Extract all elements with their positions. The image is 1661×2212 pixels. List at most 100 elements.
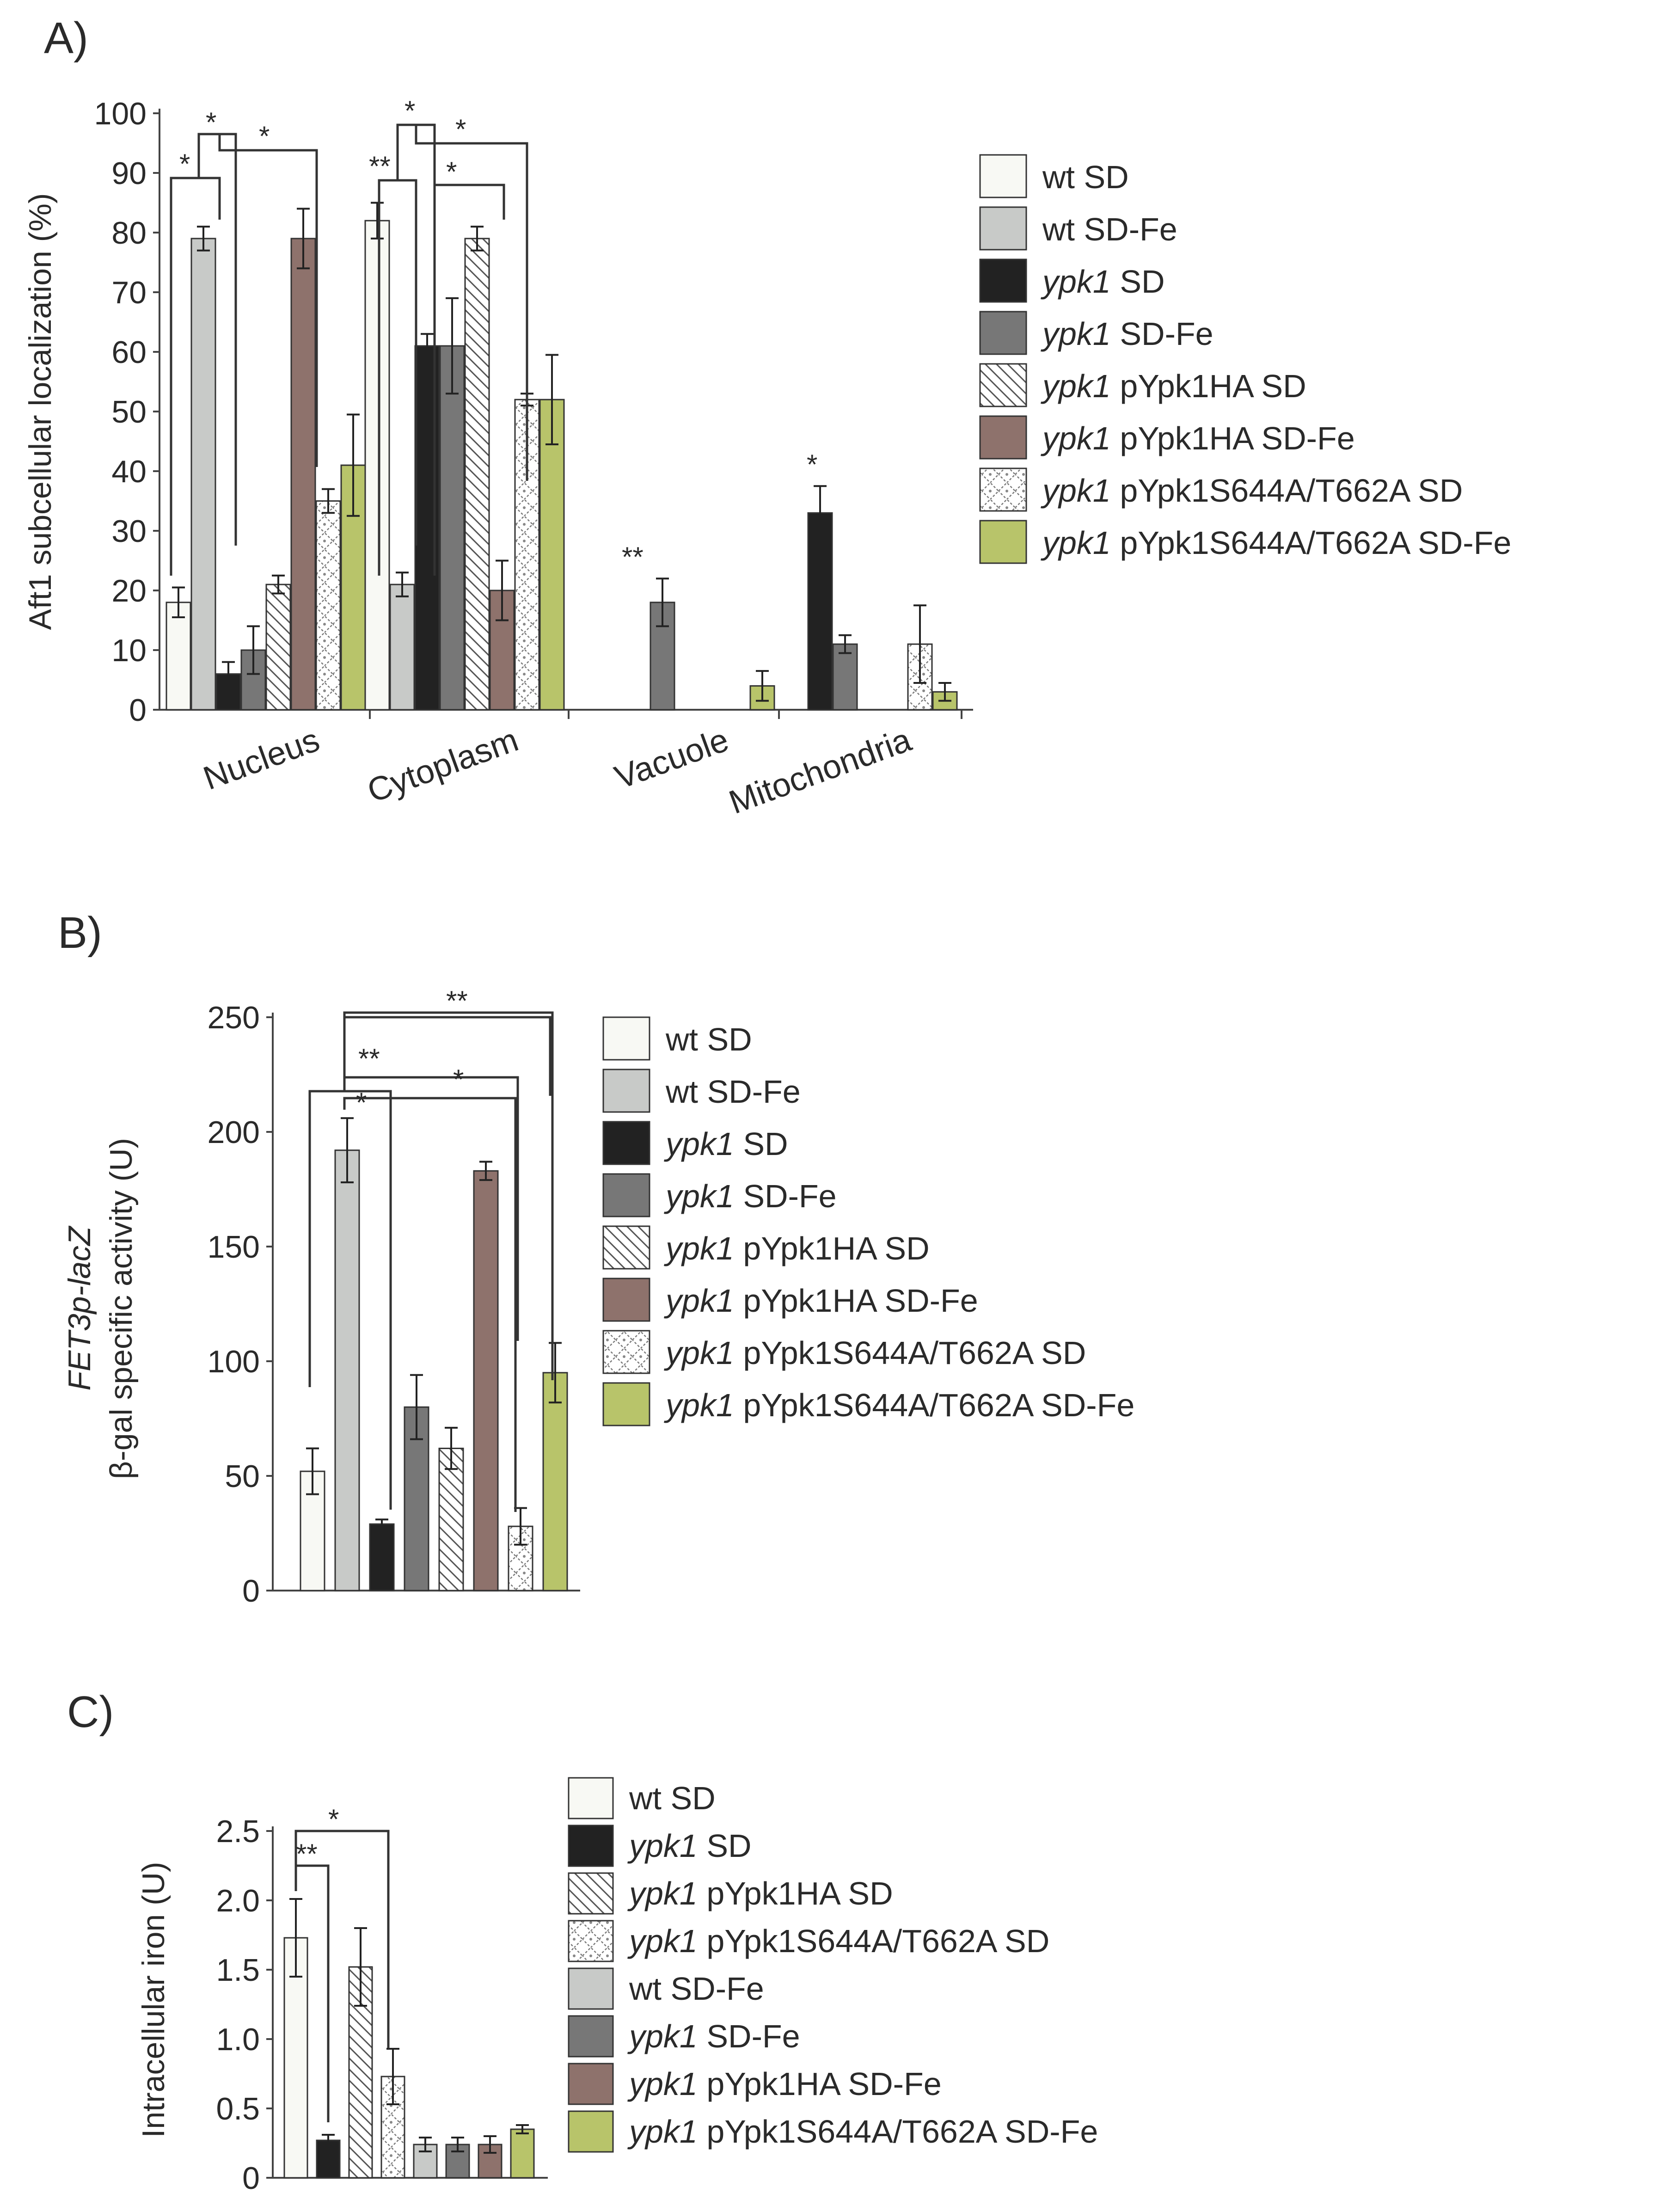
legend-label-ypk1-sd-fe: ypk1 SD-Fe xyxy=(1041,316,1214,352)
legend-label-text: pYpk1S644A/T662A SD xyxy=(734,1335,1086,1371)
legend-label-ypk1-pypk1s644a-t662a-sd-fe: ypk1 pYpk1S644A/T662A SD-Fe xyxy=(1041,525,1511,561)
y-tick-label: 1.0 xyxy=(216,2022,260,2057)
y-tick-label: 0 xyxy=(242,1573,260,1609)
legend-label-text: SD xyxy=(1111,264,1165,300)
legend-label-text: wt SD xyxy=(665,1021,752,1057)
legend-label-text: pYpk1S644A/T662A SD xyxy=(698,1923,1049,1959)
y-tick-label: 0 xyxy=(129,693,147,728)
legend-swatch-ypk1-pypk1ha-sd-fe xyxy=(979,415,1027,460)
sig-star: * xyxy=(453,1064,464,1095)
legend-swatch-ypk1-pypk1ha-sd xyxy=(979,363,1027,407)
legend-label-ypk1-pypk1s644a-t662a-sd: ypk1 pYpk1S644A/T662A SD xyxy=(1041,473,1463,509)
legend-label-text: pYpk1S644A/T662A SD xyxy=(1111,473,1463,509)
legend-swatch-ypk1-pypk1s644a-t662a-sd-fe xyxy=(602,1382,650,1426)
legend-label-text: pYpk1HA SD xyxy=(698,1875,893,1911)
legend-swatch-ypk1-pypk1s644a-t662a-sd-fe xyxy=(979,520,1027,564)
legend-label-italic: ypk1 xyxy=(664,1335,734,1371)
sig-star: * xyxy=(179,148,190,179)
legend-label-text: wt SD xyxy=(629,1780,716,1816)
x-tick-label: Mitochondria xyxy=(724,721,917,821)
legend-swatch-ypk1-sd-fe xyxy=(602,1173,650,1217)
y-tick-label: 200 xyxy=(208,1115,260,1150)
legend-swatch-ypk1-pypk1s644a-t662a-sd xyxy=(568,1920,614,1962)
sig-star: * xyxy=(446,156,457,187)
sig-star: * xyxy=(455,114,466,145)
bar-wt-sd xyxy=(364,220,390,711)
legend-label-wt-sd-fe: wt SD-Fe xyxy=(665,1074,801,1110)
bar-ypk1-pypk1s644a-t662a-sd-fe xyxy=(539,399,565,711)
y-tick-label: 30 xyxy=(111,514,147,549)
panel-a: A) 0 10 20 30 40 50 60 70 80 90 100 Aft1 subcellula… xyxy=(23,13,1511,821)
y-tick-label: 80 xyxy=(111,215,147,251)
legend-label-text: wt SD-Fe xyxy=(665,1074,801,1110)
legend-label-ypk1-sd: ypk1 SD xyxy=(664,1126,788,1162)
legend-label-italic: ypk1 xyxy=(627,2018,698,2054)
legend-swatch-ypk1-sd xyxy=(979,258,1027,303)
panel-a-bars xyxy=(165,202,958,711)
y-tick-label: 50 xyxy=(111,394,147,430)
bar-ypk1-pypk1ha-sd-fe xyxy=(290,238,316,711)
bar-ypk1-pypk1ha-sd xyxy=(265,584,291,711)
legend-swatch-wt-sd xyxy=(979,154,1027,198)
legend-label-text: pYpk1S644A/T662A SD-Fe xyxy=(1111,525,1511,561)
bar-ypk1-sd-fe xyxy=(439,345,465,711)
panel-c-bars xyxy=(283,1898,535,2179)
legend-label-text: SD xyxy=(698,1828,752,1864)
legend-label-italic: ypk1 xyxy=(1041,525,1111,561)
legend-label-italic: ypk1 xyxy=(627,1923,698,1959)
sig-star: * xyxy=(328,1804,339,1835)
legend-label-ypk1-pypk1s644a-t662a-sd-fe: ypk1 pYpk1S644A/T662A SD-Fe xyxy=(627,2114,1098,2150)
legend-label-ypk1-sd: ypk1 SD xyxy=(1041,264,1165,300)
bar-ypk1-pypk1ha-sd xyxy=(464,238,490,711)
legend-swatch-ypk1-sd xyxy=(568,1825,614,1867)
sig-star: ** xyxy=(358,1043,380,1074)
legend-swatch-ypk1-pypk1ha-sd xyxy=(602,1225,650,1270)
legend-label-text: SD-Fe xyxy=(734,1178,837,1214)
panel-a-axes: 0 10 20 30 40 50 60 70 80 90 100 Aft1 subcellular l… xyxy=(23,96,973,821)
legend-label-italic: ypk1 xyxy=(1041,420,1111,456)
legend-swatch-ypk1-pypk1ha-sd-fe xyxy=(568,2063,614,2105)
panel-b-bars xyxy=(300,1117,568,1591)
legend-swatch-ypk1-pypk1s644a-t662a-sd-fe xyxy=(568,2110,614,2153)
y-tick-label: 100 xyxy=(208,1344,260,1379)
legend-label-italic: ypk1 xyxy=(627,2114,698,2150)
legend-swatch-ypk1-pypk1ha-sd-fe xyxy=(602,1278,650,1322)
legend-label-text: pYpk1S644A/T662A SD-Fe xyxy=(734,1387,1134,1423)
y-tick-label: 0.5 xyxy=(216,2091,260,2126)
y-tick-label: 40 xyxy=(111,454,147,489)
legend-label-italic: ypk1 xyxy=(1041,473,1111,509)
sig-star: ** xyxy=(296,1838,318,1869)
legend-swatch-ypk1-pypk1ha-sd xyxy=(568,1872,614,1915)
legend-label-ypk1-pypk1ha-sd-fe: ypk1 pYpk1HA SD-Fe xyxy=(1041,420,1355,456)
legend-label-italic: ypk1 xyxy=(627,2066,698,2102)
legend-label-text: pYpk1HA SD xyxy=(734,1230,930,1266)
bar-ypk1-pypk1ha-sd xyxy=(438,1447,464,1591)
legend-label-text: SD-Fe xyxy=(698,2018,800,2054)
legend-label-italic: ypk1 xyxy=(664,1230,734,1266)
legend-label-text: SD xyxy=(734,1126,788,1162)
legend-label-ypk1-sd: ypk1 SD xyxy=(627,1828,752,1864)
sig-star: ** xyxy=(446,985,468,1016)
legend-label-italic: ypk1 xyxy=(664,1387,734,1423)
panel-b-significance: ** ** * * xyxy=(308,985,554,1512)
legend-label-ypk1-pypk1s644a-t662a-sd: ypk1 pYpk1S644A/T662A SD xyxy=(664,1335,1086,1371)
legend-label-italic: ypk1 xyxy=(1041,264,1111,300)
bar-ypk1-pypk1ha-sd-fe xyxy=(478,2144,503,2179)
panel-c-significance: ** * xyxy=(294,1804,390,2122)
y-tick-label: 70 xyxy=(111,275,147,310)
legend-label-wt-sd-fe: wt SD-Fe xyxy=(1042,211,1177,247)
legend-swatch-wt-sd xyxy=(568,1777,614,1819)
legend-label-text: pYpk1S644A/T662A SD-Fe xyxy=(698,2114,1098,2150)
legend-label-text: wt SD-Fe xyxy=(1042,211,1177,247)
legend-swatch-wt-sd-fe xyxy=(979,206,1027,251)
y-axis-title-italic: FET3p-lacZ xyxy=(62,1225,97,1391)
x-tick-label: Vacuole xyxy=(610,721,734,796)
legend-label-ypk1-sd-fe: ypk1 SD-Fe xyxy=(627,2018,800,2054)
y-axis-title: Aft1 subcellular localization (%) xyxy=(23,193,58,630)
legend-label-text: wt SD-Fe xyxy=(629,1971,764,2007)
legend-label-ypk1-pypk1ha-sd: ypk1 pYpk1HA SD xyxy=(1041,368,1306,404)
legend-swatch-ypk1-pypk1s644a-t662a-sd xyxy=(602,1330,650,1374)
